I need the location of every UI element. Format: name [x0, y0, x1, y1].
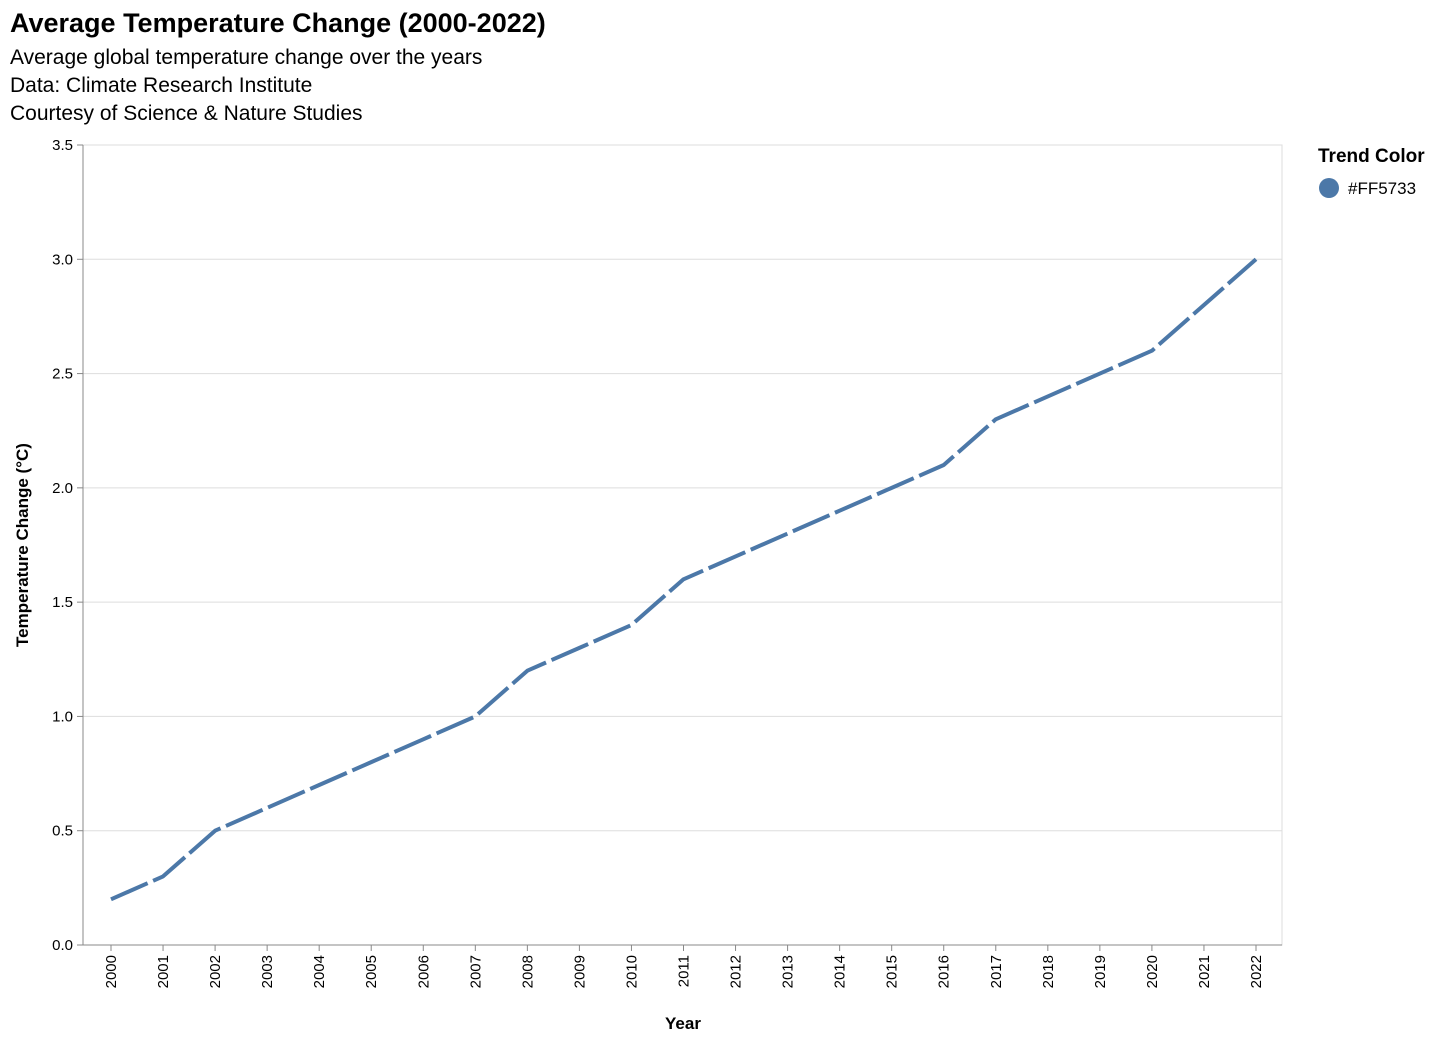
- x-tick-label: 2014: [832, 955, 849, 988]
- x-tick-label: 2000: [103, 955, 120, 988]
- x-tick-label: 2005: [363, 955, 380, 988]
- gridlines: [83, 144, 1282, 832]
- series-line-temperature-change: [110, 257, 1258, 902]
- chart-subtitle-1: Average global temperature change over t…: [10, 46, 483, 69]
- y-axis-title: Temperature Change (°C): [13, 443, 32, 647]
- legend: Trend Color #FF5733: [1318, 146, 1425, 198]
- x-tick-label: 2009: [571, 955, 588, 988]
- chart-subtitle-2: Data: Climate Research Institute: [10, 74, 313, 97]
- x-tick-label: 2017: [988, 955, 1005, 988]
- plot-frame: [82, 144, 1283, 946]
- legend-label: #FF5733: [1348, 179, 1416, 198]
- y-tick-label: 2.0: [52, 480, 73, 497]
- x-tick-label: 2015: [884, 955, 901, 988]
- legend-title: Trend Color: [1318, 146, 1425, 167]
- y-tick-label: 1.0: [52, 708, 73, 725]
- y-axis: 0.0 0.5 1.0 1.5 2.0 2.5 3.0 3.5: [52, 137, 84, 954]
- x-tick-label: 2007: [467, 955, 484, 988]
- x-tick-label: 2021: [1196, 955, 1213, 988]
- x-axis-title: Year: [665, 1014, 701, 1033]
- y-tick-label: 3.5: [52, 137, 73, 154]
- y-tick-label: 3.0: [52, 251, 73, 268]
- x-tick-label: 2013: [780, 955, 797, 988]
- x-tick-label: 2003: [259, 955, 276, 988]
- x-tick-label: 2006: [415, 955, 432, 988]
- x-tick-label: 2022: [1248, 955, 1265, 988]
- x-tick-label: 2020: [1144, 955, 1161, 988]
- chart-title: Average Temperature Change (2000-2022): [10, 8, 546, 38]
- y-tick-label: 0.5: [52, 823, 73, 840]
- x-tick-label: 2012: [728, 955, 745, 988]
- y-tick-label: 0.0: [52, 937, 73, 954]
- x-tick-label: 2019: [1092, 955, 1109, 988]
- x-tick-label: 2018: [1040, 955, 1057, 988]
- x-tick-label: 2011: [676, 955, 693, 987]
- x-tick-label: 2001: [155, 955, 172, 988]
- y-tick-label: 2.5: [52, 366, 73, 383]
- x-tick-label: 2004: [311, 955, 328, 988]
- chart-subtitle-3: Courtesy of Science & Nature Studies: [10, 102, 363, 125]
- x-tick-label: 2010: [623, 955, 640, 988]
- y-tick-label: 1.5: [52, 594, 73, 611]
- x-tick-label: 2002: [207, 955, 224, 988]
- x-tick-label: 2008: [519, 955, 536, 988]
- x-axis: 2000 2001 2002 2003 2004 2005 2006 2007 2008 2009…: [83, 944, 1282, 988]
- x-tick-label: 2016: [936, 955, 953, 988]
- legend-swatch: [1319, 178, 1339, 198]
